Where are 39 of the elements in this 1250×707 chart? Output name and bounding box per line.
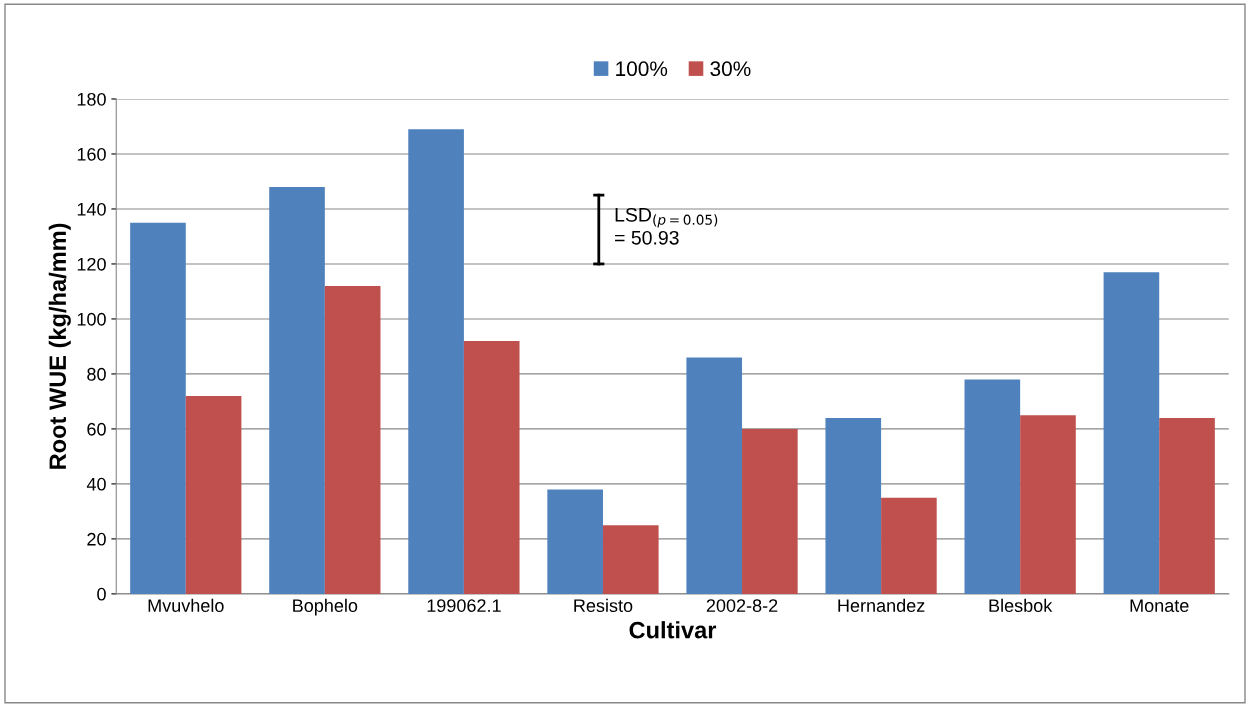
x-tick-label: 199062.1 — [427, 599, 501, 612]
bar — [742, 428, 798, 594]
bar — [1159, 417, 1215, 594]
bar — [463, 340, 520, 594]
legend-label: 30% — [710, 61, 751, 77]
x-tick-label: Mvuvhelo — [148, 598, 224, 612]
y-axis-title: Root WUE (kg/ha/mm) — [48, 223, 71, 469]
x-tick-label: Monate — [1130, 599, 1189, 612]
x-tick-label: 2002-8-2 — [706, 599, 778, 612]
x-axis-title: Cultivar — [629, 621, 717, 639]
bar — [269, 186, 325, 594]
legend-label: 100% — [616, 61, 668, 77]
bar — [547, 489, 603, 594]
y-tick-label: 120 — [77, 257, 106, 271]
bar — [324, 285, 381, 594]
bar — [1020, 415, 1076, 594]
y-tick-label: 100 — [77, 312, 106, 326]
bar — [185, 395, 242, 594]
y-tick-label: 40 — [86, 477, 106, 491]
bar — [408, 129, 464, 594]
y-tick-label: 80 — [87, 367, 106, 381]
annotation: LSD$_{(p=0.05)}$ = 50.93 — [615, 207, 718, 245]
bar — [881, 497, 937, 594]
bar — [686, 357, 743, 594]
x-tick-label: Blesbok — [989, 598, 1053, 612]
bar — [825, 417, 882, 594]
y-tick-label: 160 — [77, 147, 106, 161]
bar — [964, 379, 1021, 594]
bar — [1103, 272, 1160, 594]
bar — [602, 525, 659, 594]
y-tick-label: 60 — [87, 422, 106, 436]
y-tick-label: 20 — [87, 532, 106, 546]
bar — [130, 222, 186, 594]
x-tick-label: Bophelo — [293, 598, 358, 616]
y-tick-label: 140 — [77, 202, 106, 216]
x-tick-label: Hernandez — [838, 598, 925, 612]
x-tick-label: Resisto — [574, 598, 633, 612]
y-tick-label: 0 — [97, 587, 106, 601]
y-tick-label: 180 — [77, 92, 106, 106]
